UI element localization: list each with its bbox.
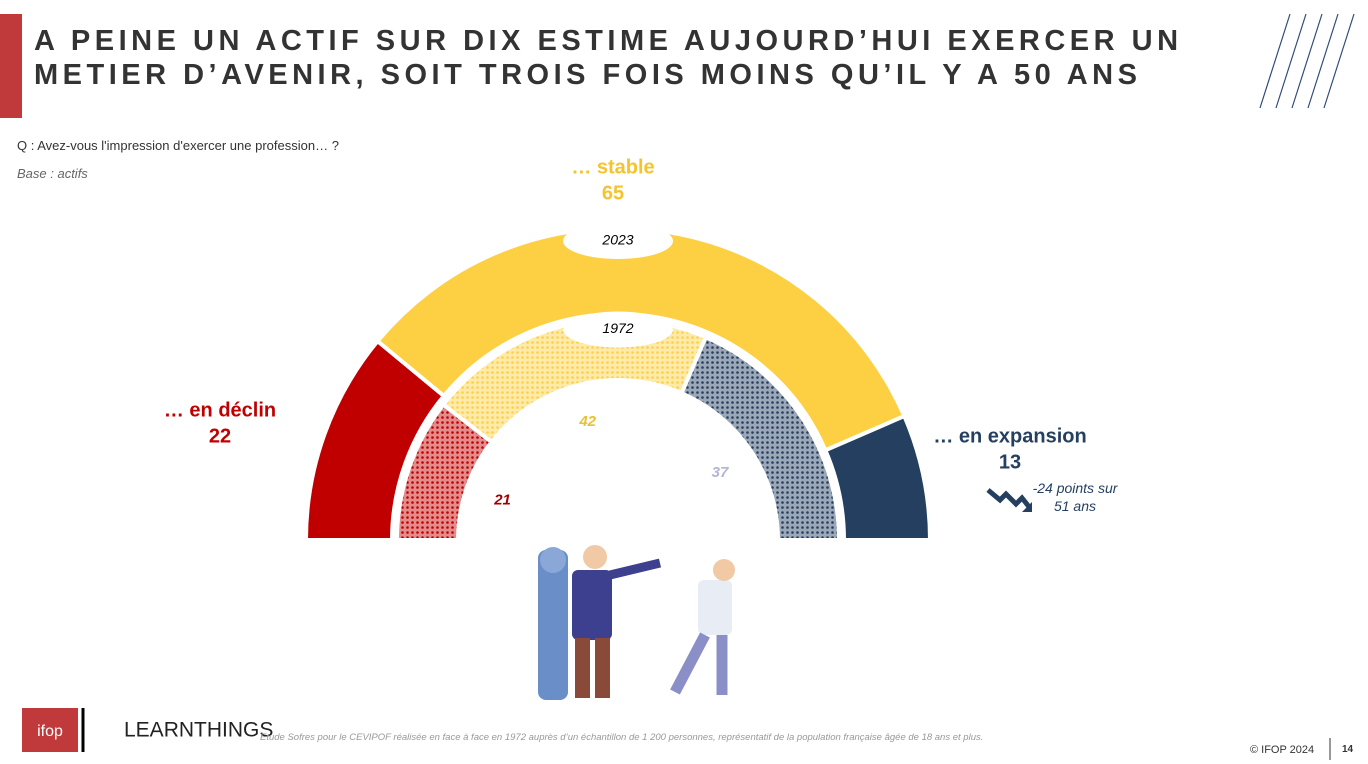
value-label: 65 [602,182,624,204]
logo-ifop: ifop [37,723,63,740]
trend-arrow-head [1022,502,1032,512]
page-number: 14 [1342,744,1354,755]
value-label: 13 [999,451,1021,473]
illustration [538,545,735,700]
title: A PEINE UN ACTIF SUR DIX ESTIME AUJOURD’… [34,25,1183,91]
logo-partner: LEARNTHINGS [124,719,273,742]
value-label: 37 [712,464,729,481]
series-name: 1972 [602,320,633,336]
value-label: 21 [493,491,511,508]
copyright: © IFOP 2024 [1250,744,1315,756]
decor-lines [1259,13,1355,109]
category-label: … stable [571,156,654,178]
value-label: 22 [209,425,231,447]
logo-ifop-box [22,708,78,752]
segment [822,413,933,542]
annotation: -24 points sur 51 ans [1033,480,1119,514]
source-note: Etude Sofres pour le CEVIPOF réalisée en… [260,732,984,743]
question: Q : Avez-vous l'impression d'exercer une… [17,138,339,153]
year-badge [563,223,673,259]
series-name: 2023 [601,232,633,248]
category-label: … en expansion [933,425,1086,447]
category-label: … en déclin [164,399,276,421]
accent-bar [0,14,22,118]
value-label: 42 [578,413,596,430]
trend-arrow [986,488,1032,510]
year-badge [563,311,673,348]
segment [678,334,842,542]
base: Base : actifs [17,166,88,181]
